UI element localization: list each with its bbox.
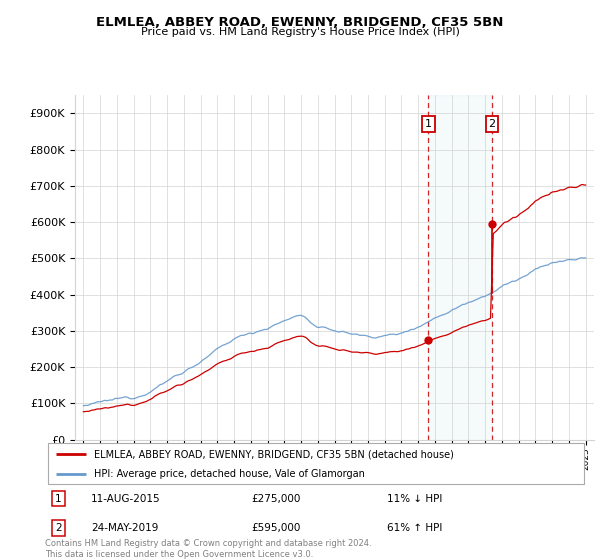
Text: £595,000: £595,000 <box>251 523 301 533</box>
Text: Contains HM Land Registry data © Crown copyright and database right 2024.
This d: Contains HM Land Registry data © Crown c… <box>45 539 371 559</box>
Text: 1: 1 <box>425 119 432 129</box>
Text: Price paid vs. HM Land Registry's House Price Index (HPI): Price paid vs. HM Land Registry's House … <box>140 27 460 37</box>
Text: HPI: Average price, detached house, Vale of Glamorgan: HPI: Average price, detached house, Vale… <box>94 469 365 479</box>
FancyBboxPatch shape <box>48 444 584 483</box>
Text: ELMLEA, ABBEY ROAD, EWENNY, BRIDGEND, CF35 5BN: ELMLEA, ABBEY ROAD, EWENNY, BRIDGEND, CF… <box>97 16 503 29</box>
Text: ELMLEA, ABBEY ROAD, EWENNY, BRIDGEND, CF35 5BN (detached house): ELMLEA, ABBEY ROAD, EWENNY, BRIDGEND, CF… <box>94 449 454 459</box>
Text: £275,000: £275,000 <box>251 493 301 503</box>
Text: 2: 2 <box>488 119 496 129</box>
Text: 1: 1 <box>55 493 62 503</box>
Bar <box>428 95 492 440</box>
Text: 61% ↑ HPI: 61% ↑ HPI <box>387 523 442 533</box>
Text: 2: 2 <box>55 523 62 533</box>
Text: 11-AUG-2015: 11-AUG-2015 <box>91 493 161 503</box>
Text: 24-MAY-2019: 24-MAY-2019 <box>91 523 158 533</box>
Text: 11% ↓ HPI: 11% ↓ HPI <box>387 493 442 503</box>
